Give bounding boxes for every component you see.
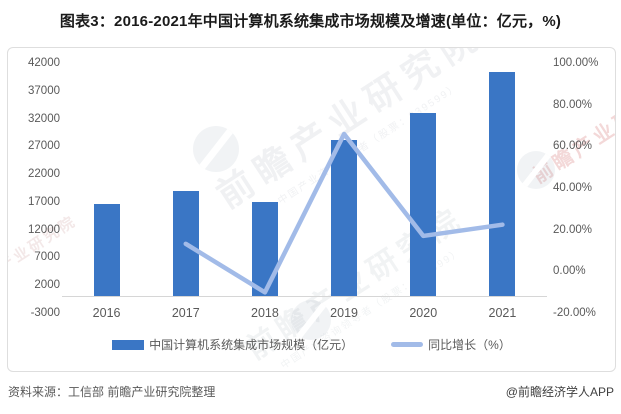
left-axis-tick-label: 32000 (28, 112, 60, 125)
right-axis-ticks: 100.00% 80.00% 60.00% 40.00% 20.00% 0.00% -20.… (553, 57, 613, 319)
left-axis-tick-label: 17000 (28, 195, 60, 208)
legend: 中国计算机系统集成市场规模（亿元） 同比增长（%） (8, 336, 615, 353)
left-axis-tick-label: 7000 (34, 251, 60, 264)
right-axis-tick-label: 80.00% (553, 98, 593, 111)
right-axis-tick-label: 100.00% (553, 57, 599, 69)
right-axis-tick-label: -20.00% (553, 307, 596, 319)
right-axis-tick-label: 0.00% (553, 265, 586, 278)
x-axis-tick-label: 2018 (251, 306, 279, 320)
x-axis-tick-label: 2019 (330, 306, 358, 320)
legend-label: 中国计算机系统集成市场规模（亿元） (149, 338, 354, 352)
left-axis-tick-label: 27000 (28, 140, 60, 153)
right-axis-tick-label: 20.00% (553, 223, 593, 236)
legend-item-market-size: 中国计算机系统集成市场规模（亿元） (112, 336, 353, 353)
right-axis-tick-label: 40.00% (553, 182, 593, 194)
x-axis-line (62, 295, 547, 297)
left-axis-tick-label: 12000 (28, 223, 60, 236)
left-axis-tick-label: 42000 (28, 57, 60, 69)
bar-series-swatch (112, 339, 145, 350)
x-axis-tick-label: 2020 (409, 306, 438, 320)
credit-note: @前瞻经济学人APP (505, 385, 614, 399)
bar-2021 (489, 71, 516, 297)
growth-line (183, 131, 505, 295)
x-axis-tick-label: 2017 (171, 306, 200, 320)
chart-area: 前瞻产业研究院 中国产业咨询领导者（股票：839599） 前瞻产业研究院 中国产… (7, 47, 616, 372)
left-axis-ticks: 42000 37000 32000 27000 22000 17000 12000 7000 2… (8, 57, 60, 319)
bar-2018 (251, 201, 278, 297)
bar-2016 (93, 203, 120, 297)
left-axis-tick-label: 37000 (28, 84, 60, 97)
left-axis-tick-label: -3000 (30, 307, 60, 319)
left-axis-tick-label: 22000 (28, 168, 60, 181)
bar-2020 (410, 113, 437, 297)
growth-line-layer (183, 131, 505, 295)
chart-title: 图表3：2016-2021年中国计算机系统集成市场规模及增速(单位：亿元，%) (59, 13, 562, 30)
legend-label: 同比增长（%） (428, 338, 511, 352)
legend-item-growth: 同比增长（%） (391, 336, 511, 353)
x-axis-tick-label: 2021 (488, 306, 517, 320)
left-axis-tick-label: 2000 (34, 279, 60, 292)
source-note: 资料来源：工信部 前瞻产业研究院整理 (8, 385, 216, 399)
right-axis-tick-label: 60.00% (553, 140, 593, 153)
x-axis-labels: 2016 2017 2018 2019 2020 2021 (67, 306, 542, 322)
bar-2019 (331, 139, 358, 297)
x-axis-tick-label: 2016 (92, 306, 121, 320)
line-series-swatch (391, 342, 424, 347)
plot-area (62, 63, 547, 313)
